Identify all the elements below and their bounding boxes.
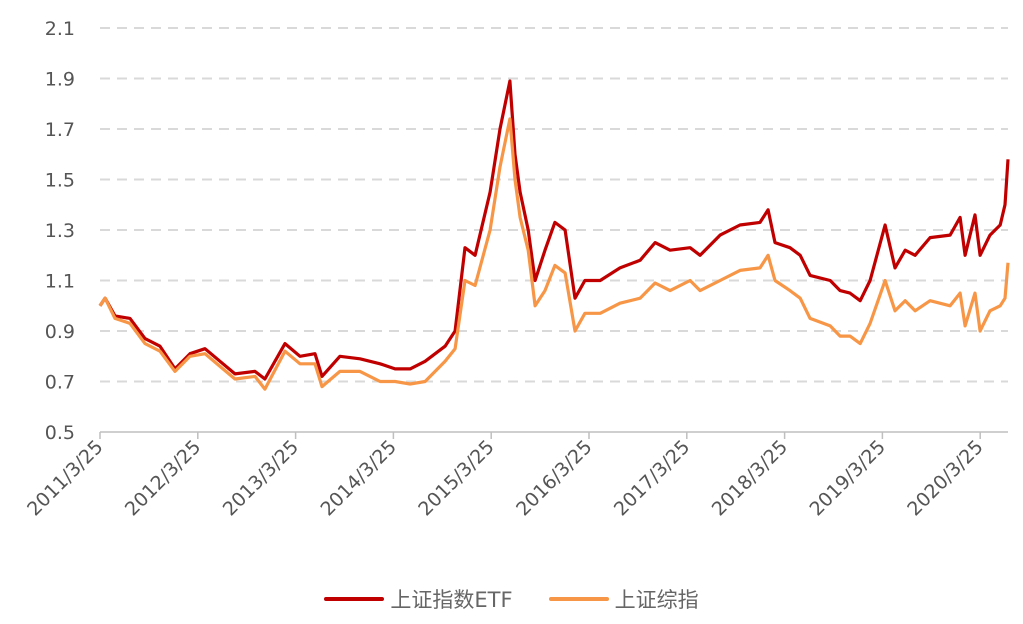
y-tick-label: 2.1 (45, 18, 75, 40)
y-tick-label: 0.7 (45, 372, 75, 394)
gridlines (100, 27, 1008, 383)
series-line-1 (98, 117, 1010, 391)
series-lines (98, 79, 1010, 391)
series-line-0 (98, 79, 1010, 381)
x-tick-label: 2016/3/25 (512, 436, 596, 520)
y-axis-ticks: 0.5 0.7 0.9 1.1 1.3 1.5 1.7 1.9 2.1 (45, 18, 75, 444)
legend-label: 上证指数ETF (390, 588, 513, 612)
y-tick-label: 1.7 (45, 119, 75, 141)
x-tick-label: 2011/3/25 (23, 436, 107, 520)
x-tick-label: 2017/3/25 (610, 436, 694, 520)
x-tick-label: 2015/3/25 (414, 436, 498, 520)
legend-label: 上证综指 (614, 588, 699, 612)
y-tick-label: 1.9 (45, 69, 75, 91)
y-tick-label: 0.9 (45, 321, 75, 343)
x-axis-ticks: 2011/3/25 2012/3/25 2013/3/25 2014/3/25 2015… (23, 432, 988, 520)
y-tick-label: 1.3 (45, 220, 75, 242)
x-tick-label: 2019/3/25 (805, 436, 889, 520)
y-tick-label: 1.5 (45, 170, 75, 192)
y-tick-label: 1.1 (45, 271, 75, 293)
x-tick-label: 2018/3/25 (708, 436, 792, 520)
legend-item-etf: 上证指数ETF (324, 584, 513, 614)
legend-swatch (324, 597, 385, 601)
legend-swatch (548, 597, 609, 601)
x-tick-label: 2013/3/25 (219, 436, 303, 520)
legend: 上证指数ETF 上证综指 (0, 584, 1023, 614)
x-tick-label: 2020/3/25 (903, 436, 987, 520)
x-tick-label: 2012/3/25 (121, 436, 205, 520)
x-tick-label: 2014/3/25 (316, 436, 400, 520)
legend-item-composite: 上证综指 (548, 584, 699, 614)
y-tick-label: 0.5 (45, 422, 75, 444)
line-chart: 0.50.70.91.11.31.51.71.92.1 2011/3/25 201… (23, 18, 1010, 520)
